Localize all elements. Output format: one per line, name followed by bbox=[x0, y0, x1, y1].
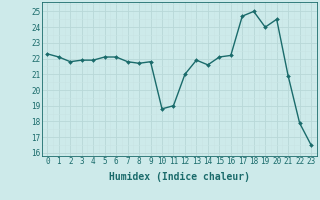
X-axis label: Humidex (Indice chaleur): Humidex (Indice chaleur) bbox=[109, 172, 250, 182]
